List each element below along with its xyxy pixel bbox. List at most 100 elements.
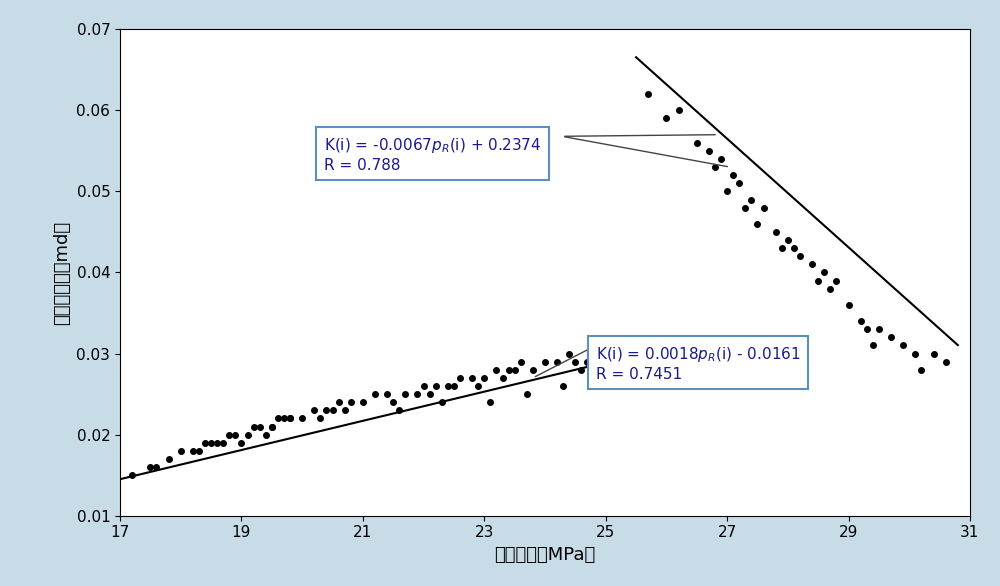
Point bbox=[743, 195, 759, 205]
Point bbox=[367, 390, 383, 399]
Point bbox=[725, 171, 741, 180]
Point bbox=[513, 357, 529, 366]
Point bbox=[804, 260, 820, 269]
Point bbox=[567, 357, 583, 366]
Point bbox=[592, 365, 608, 374]
Point bbox=[895, 341, 911, 350]
Point bbox=[203, 438, 219, 448]
Point bbox=[252, 422, 268, 431]
Point bbox=[701, 146, 717, 156]
Point bbox=[859, 325, 875, 334]
Point bbox=[318, 406, 334, 415]
Point bbox=[246, 422, 262, 431]
Point bbox=[264, 422, 280, 431]
Point bbox=[579, 357, 595, 366]
Point bbox=[434, 397, 450, 407]
Point bbox=[640, 90, 656, 99]
Point bbox=[240, 430, 256, 440]
Point bbox=[191, 446, 207, 455]
Point bbox=[658, 114, 674, 123]
Point bbox=[792, 251, 808, 261]
Point bbox=[488, 365, 504, 374]
Point bbox=[464, 373, 480, 383]
Point bbox=[780, 236, 796, 245]
Point bbox=[525, 365, 541, 374]
Point bbox=[573, 365, 589, 374]
Point bbox=[555, 381, 571, 391]
Point bbox=[482, 397, 498, 407]
Point bbox=[142, 462, 158, 472]
Point bbox=[355, 397, 371, 407]
Point bbox=[865, 341, 881, 350]
Point bbox=[604, 349, 620, 358]
Point bbox=[124, 471, 140, 480]
Text: K(i) = 0.0018$p_{R}$(i) - 0.0161
R = 0.7451: K(i) = 0.0018$p_{R}$(i) - 0.0161 R = 0.7… bbox=[596, 346, 801, 382]
Point bbox=[913, 365, 929, 374]
Point bbox=[294, 414, 310, 423]
Point bbox=[768, 227, 784, 237]
Point bbox=[713, 154, 729, 163]
Point bbox=[926, 349, 942, 358]
Point bbox=[549, 357, 565, 366]
Point bbox=[501, 365, 517, 374]
Point bbox=[841, 300, 857, 309]
Point bbox=[397, 390, 413, 399]
Point bbox=[586, 349, 602, 358]
Point bbox=[756, 203, 772, 212]
Point bbox=[161, 454, 177, 464]
Point bbox=[379, 390, 395, 399]
Point bbox=[312, 414, 328, 423]
Point bbox=[786, 244, 802, 253]
Point bbox=[707, 162, 723, 172]
Point bbox=[185, 446, 201, 455]
Point bbox=[810, 276, 826, 285]
Point bbox=[883, 333, 899, 342]
X-axis label: 地层压力（MPa）: 地层压力（MPa） bbox=[494, 546, 596, 564]
Text: K(i) = -0.0067$p_{R}$(i) + 0.2374
R = 0.788: K(i) = -0.0067$p_{R}$(i) + 0.2374 R = 0.… bbox=[324, 137, 541, 173]
Point bbox=[828, 276, 844, 285]
Point bbox=[282, 414, 298, 423]
Point bbox=[221, 430, 237, 440]
Point bbox=[610, 341, 626, 350]
Point bbox=[561, 349, 577, 358]
Point bbox=[907, 349, 923, 358]
Point bbox=[871, 325, 887, 334]
Point bbox=[495, 373, 511, 383]
Point bbox=[409, 390, 425, 399]
Point bbox=[452, 373, 468, 383]
Y-axis label: 有效渗透率（md）: 有效渗透率（md） bbox=[53, 220, 71, 325]
Point bbox=[671, 105, 687, 115]
Point bbox=[331, 397, 347, 407]
Point bbox=[227, 430, 243, 440]
Point bbox=[209, 438, 225, 448]
Point bbox=[816, 268, 832, 277]
Point bbox=[173, 446, 189, 455]
Point bbox=[470, 381, 486, 391]
Point bbox=[853, 316, 869, 326]
Point bbox=[422, 390, 438, 399]
Point bbox=[416, 381, 432, 391]
Point bbox=[616, 341, 632, 350]
Point bbox=[337, 406, 353, 415]
Point bbox=[731, 179, 747, 188]
Point bbox=[749, 219, 765, 229]
Point bbox=[343, 397, 359, 407]
Point bbox=[822, 284, 838, 294]
Point bbox=[282, 414, 298, 423]
Point bbox=[391, 406, 407, 415]
Point bbox=[258, 430, 274, 440]
Point bbox=[428, 381, 444, 391]
Point bbox=[519, 390, 535, 399]
Point bbox=[324, 406, 340, 415]
Point bbox=[537, 357, 553, 366]
Point bbox=[233, 438, 249, 448]
Point bbox=[737, 203, 753, 212]
Point bbox=[385, 397, 401, 407]
Point bbox=[440, 381, 456, 391]
Point bbox=[270, 414, 286, 423]
Point bbox=[476, 373, 492, 383]
Point bbox=[197, 438, 213, 448]
Point bbox=[938, 357, 954, 366]
Point bbox=[507, 365, 523, 374]
Point bbox=[306, 406, 322, 415]
